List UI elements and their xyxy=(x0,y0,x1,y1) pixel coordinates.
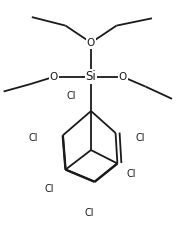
Text: O: O xyxy=(87,38,95,48)
Text: Si: Si xyxy=(86,70,96,83)
Text: Cl: Cl xyxy=(126,170,136,179)
Text: Cl: Cl xyxy=(66,91,76,101)
Text: Cl: Cl xyxy=(44,184,54,194)
Text: O: O xyxy=(50,72,58,82)
Text: Cl: Cl xyxy=(84,208,94,218)
Text: Cl: Cl xyxy=(136,133,145,143)
Text: O: O xyxy=(119,72,127,82)
Text: Cl: Cl xyxy=(29,133,38,143)
